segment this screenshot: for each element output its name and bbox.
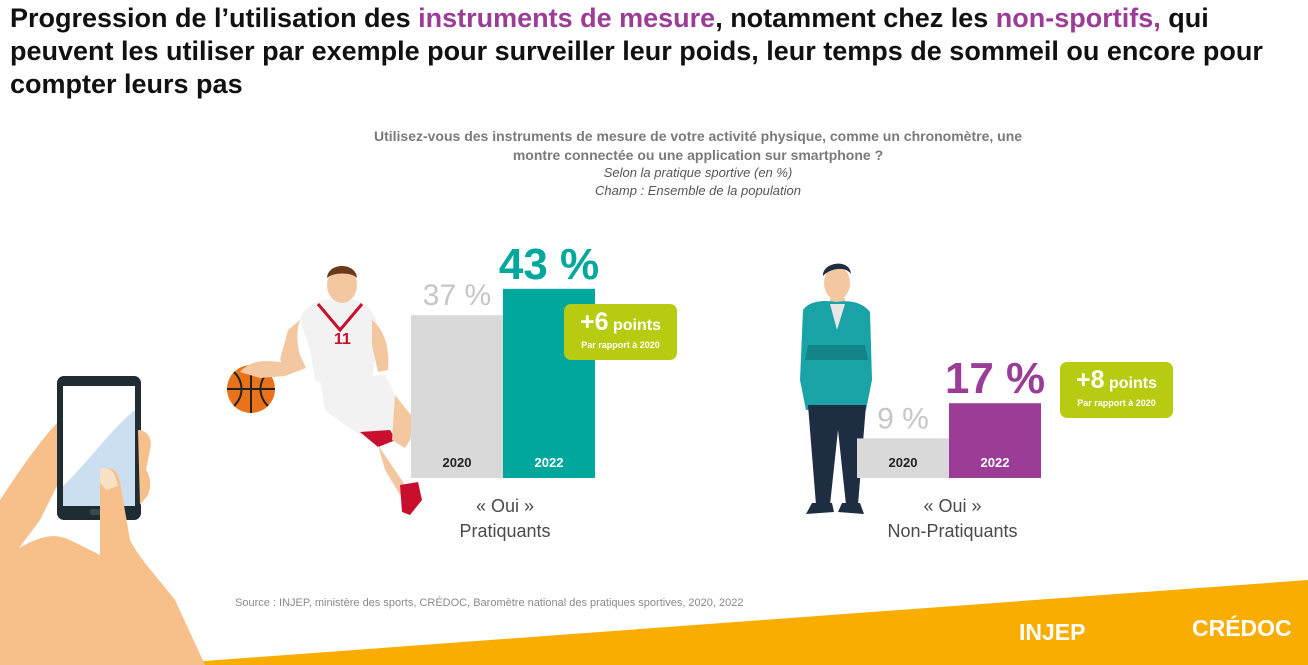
basketball-player-illustration: 11 [227,266,422,515]
title-part-1: Progression de l’utilisation des [10,3,419,33]
smartphone-hand-illustration [0,376,205,665]
chart-scope: Champ : Ensemble de la population [595,183,801,198]
page-title: Progression de l’utilisation des instrum… [10,2,1290,101]
change-value: +8 [1076,366,1105,394]
category-label: 2020 [443,455,472,470]
change-note: Par rapport à 2020 [581,340,660,350]
source-note: Source : INJEP, ministère des sports, CR… [235,597,744,609]
title-highlight-1: instruments de mesure [418,3,716,33]
value-label: 37 % [423,279,491,312]
category-label: 2022 [981,455,1010,470]
change-unit: points [1108,375,1157,392]
bar-non-pratiquants-2022 [949,403,1041,478]
category-label: 2022 [535,455,564,470]
group-label-line-1: « Oui » [475,496,535,516]
category-label: 2020 [889,455,918,470]
change-unit: points [612,317,661,334]
change-note: Par rapport à 2020 [1077,398,1156,408]
chart-subtitle: Selon la pratique sportive (en %) [603,165,793,180]
question-line-2: montre connectée ou une application sur … [512,147,884,163]
change-badge-non-pratiquants: +8 points Par rapport à 2020 [1060,362,1173,418]
group-label-non-pratiquants: « Oui » Non-Pratiquants [855,494,1050,544]
title-part-3: qui peuvent les utiliser par exemple pou… [10,3,1263,99]
injep-logo: INJEP [1019,619,1086,645]
value-label: 17 % [945,354,1045,403]
group-label-pratiquants: « Oui » Pratiquants [410,494,600,544]
question-line-1: Utilisez-vous des instruments de mesure … [373,128,1023,144]
credoc-logo: CRÉDOC [1192,615,1292,641]
title-highlight-2: non-sportifs, [995,3,1161,33]
change-value: +6 [580,308,609,336]
svg-text:11: 11 [334,331,351,348]
bar-pratiquants-2020 [411,315,503,478]
chart-question: Utilisez-vous des instruments de mesure … [300,127,1096,165]
bar-non-pratiquants-2020 [857,438,949,478]
group-label-line-2: Non-Pratiquants [887,521,1018,541]
footer-band [150,580,1308,665]
change-badge-pratiquants: +6 points Par rapport à 2020 [564,304,677,360]
standing-man-illustration [800,263,872,514]
group-label-line-2: Pratiquants [459,521,551,541]
title-part-2: , notamment chez les [715,3,996,33]
value-label: 43 % [499,240,599,289]
group-label-line-1: « Oui » [923,496,982,516]
value-label: 9 % [877,402,929,435]
